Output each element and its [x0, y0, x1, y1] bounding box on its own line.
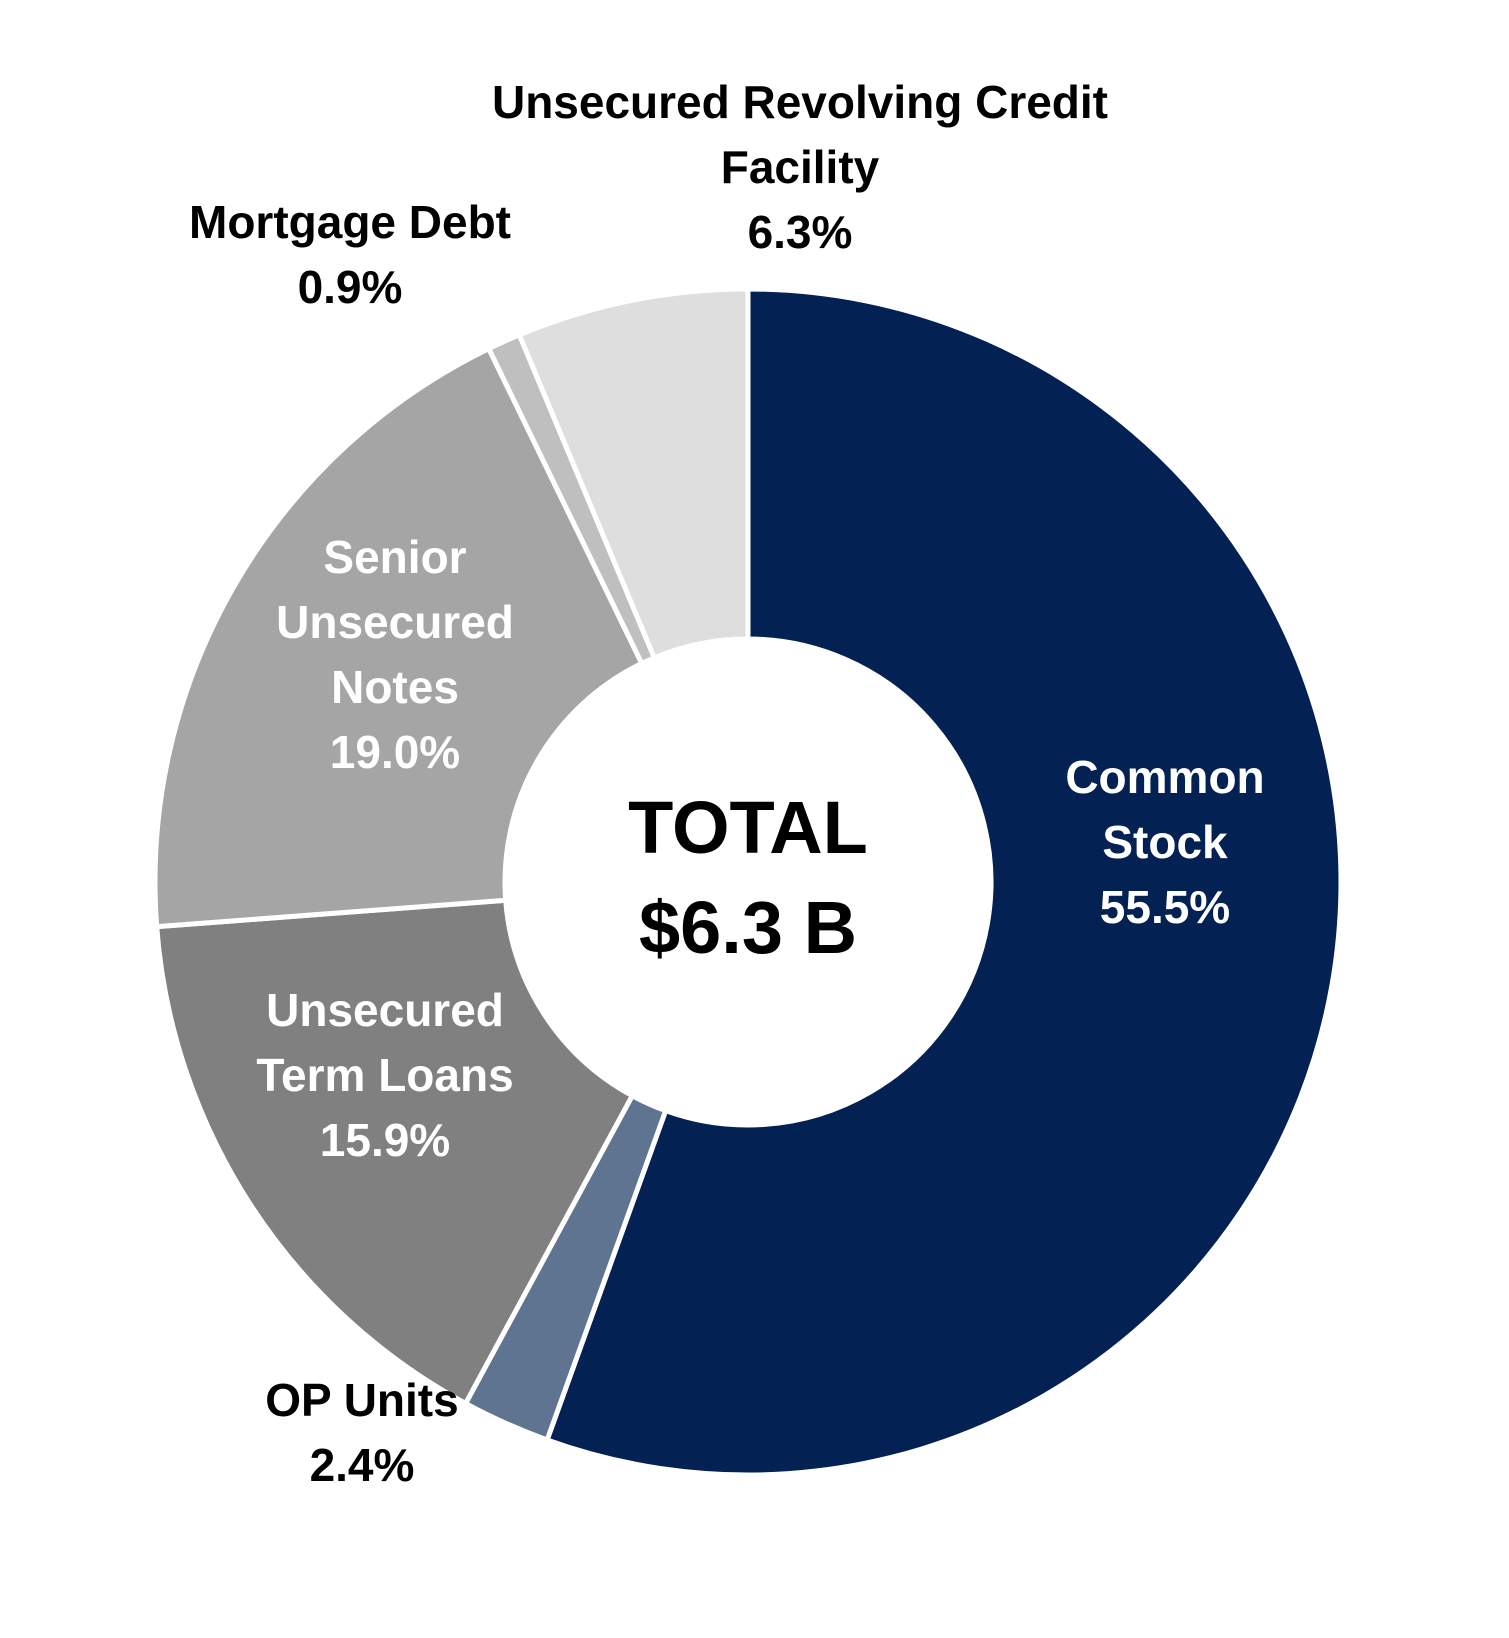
- slice-label: Common Stock 55.5%: [1030, 745, 1300, 940]
- value-label: 19.0%: [329, 726, 461, 778]
- donut-slice: [516, 286, 751, 662]
- center-title: TOTAL: [628, 786, 868, 869]
- center-value: $6.3 B: [638, 886, 858, 969]
- category-name: Common Stock: [1065, 751, 1265, 868]
- slice-label: Unsecured Term Loans 15.9%: [215, 978, 555, 1173]
- value-label: 55.5%: [1099, 881, 1231, 933]
- category-name: Unsecured Term Loans: [256, 984, 514, 1101]
- slice-label: Unsecured Revolving Credit Facility 6.3%: [485, 70, 1115, 265]
- category-name: Senior Unsecured Notes: [276, 531, 514, 713]
- slice-label: OP Units 2.4%: [202, 1368, 522, 1498]
- slice-label: Senior Unsecured Notes 19.0%: [235, 525, 555, 785]
- category-name: Mortgage Debt: [189, 196, 511, 248]
- slice-label: Mortgage Debt 0.9%: [135, 190, 565, 320]
- value-label: 2.4%: [309, 1439, 415, 1491]
- value-label: 0.9%: [297, 261, 403, 313]
- donut-slice: [152, 345, 646, 930]
- donut-slice: [154, 897, 636, 1407]
- category-name: OP Units: [265, 1374, 459, 1426]
- value-label: 6.3%: [747, 206, 853, 258]
- donut-hole: [507, 641, 989, 1123]
- donut-slice: [543, 286, 1344, 1478]
- value-label: 15.9%: [319, 1114, 451, 1166]
- category-name: Unsecured Revolving Credit Facility: [491, 76, 1109, 193]
